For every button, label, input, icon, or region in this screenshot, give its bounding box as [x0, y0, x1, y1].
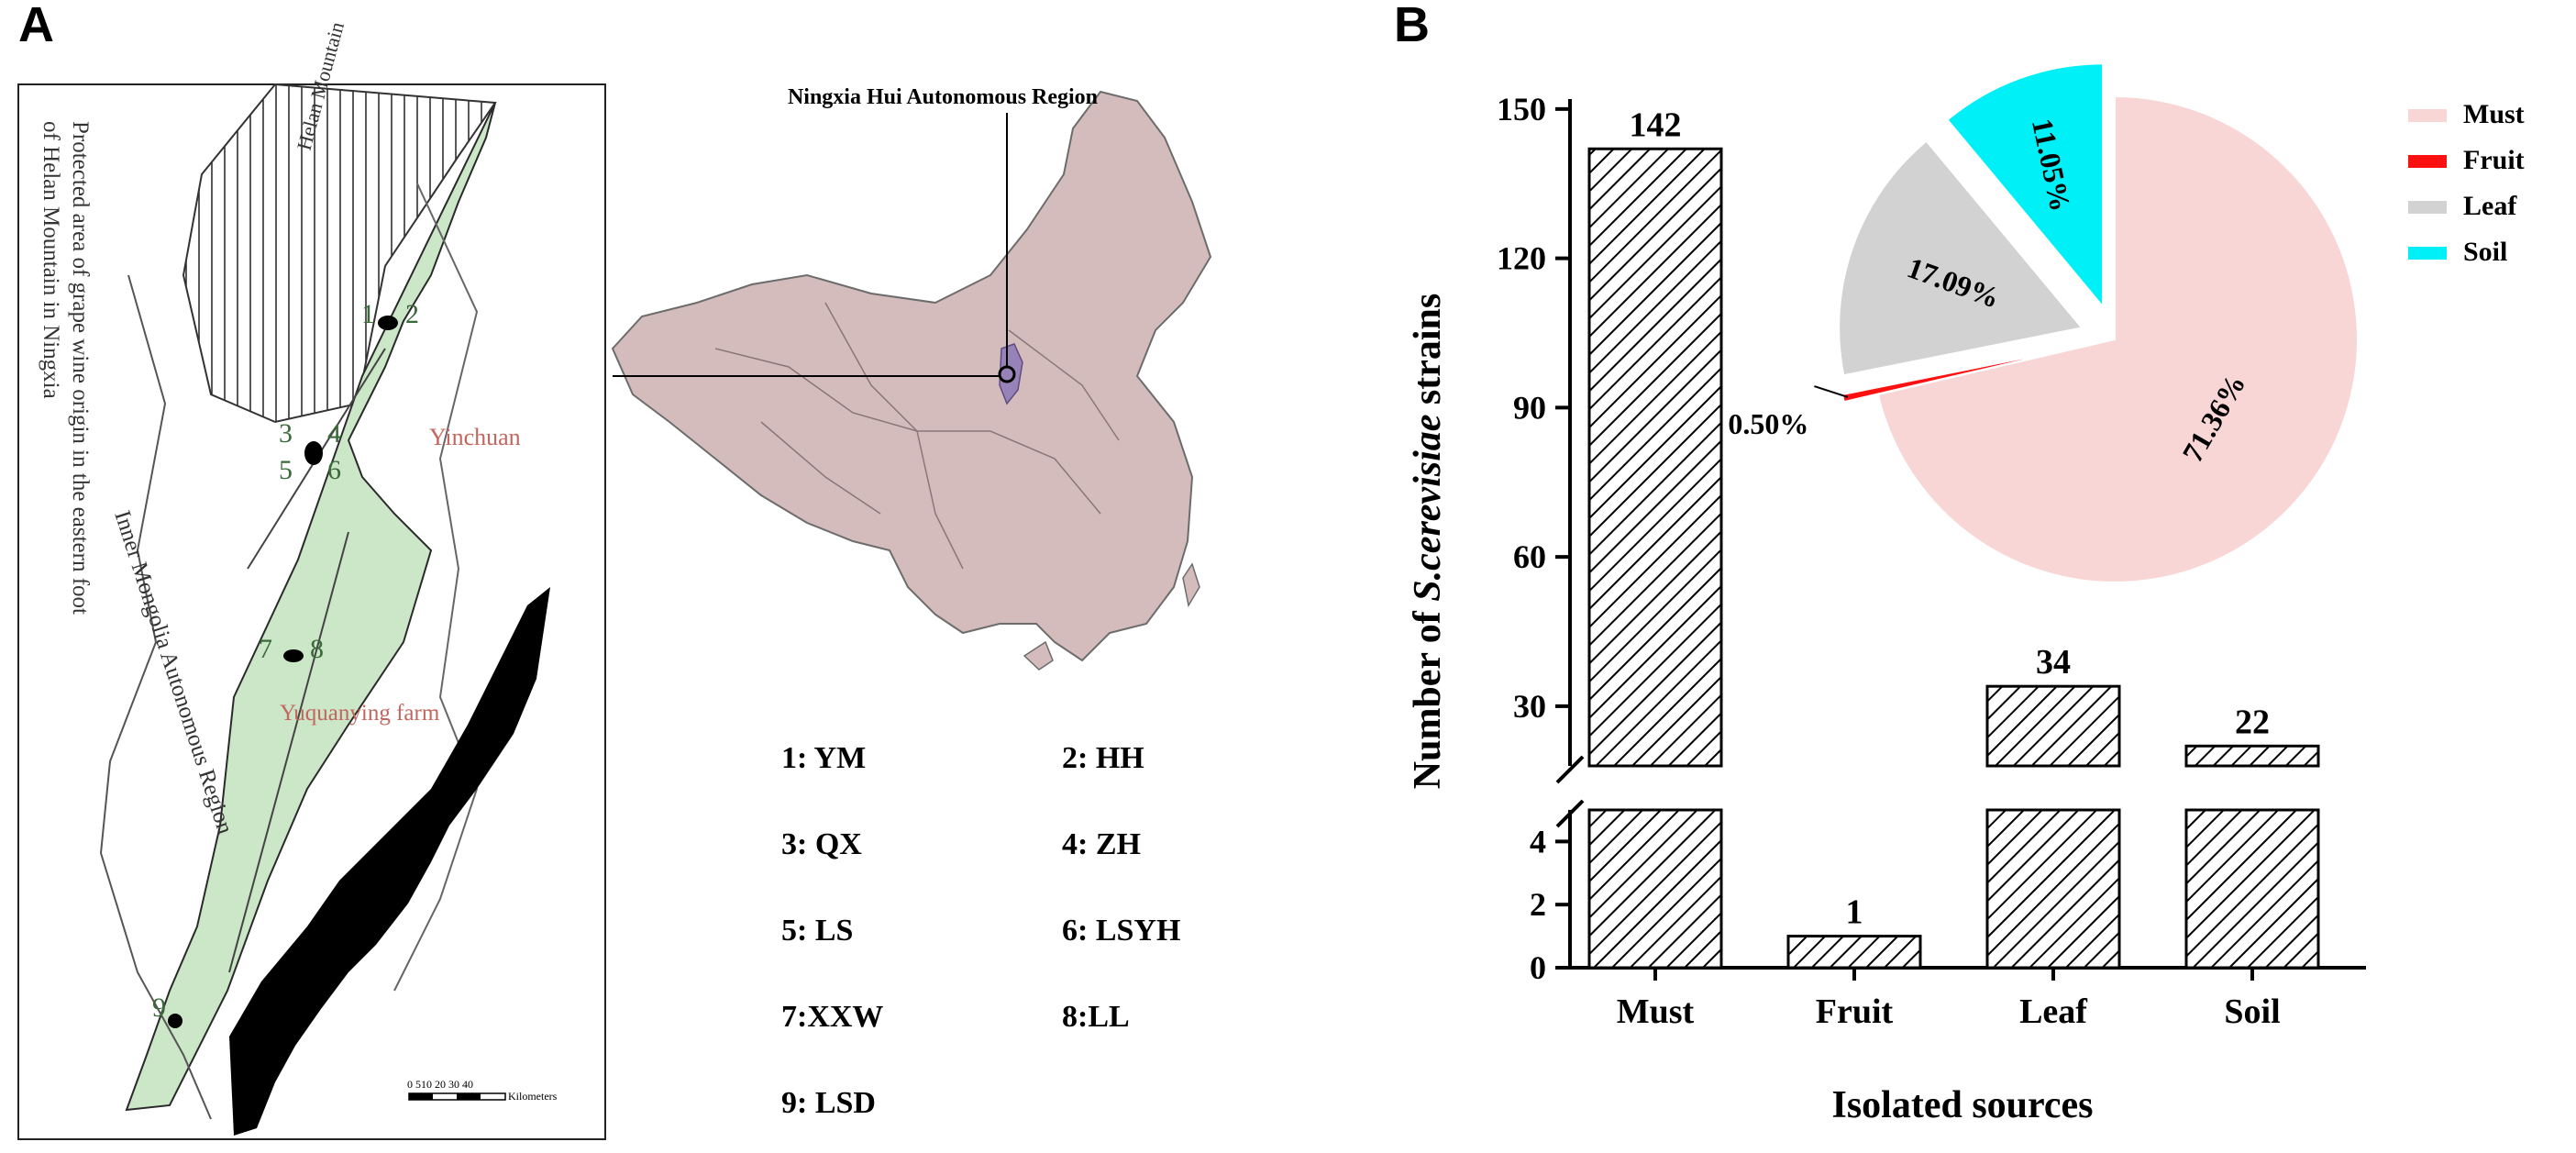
site-number: 7: [259, 634, 272, 664]
y-axis-title: Number of S.cerevisiae strains: [1407, 294, 1449, 790]
site-key-item: 4: ZH: [1062, 827, 1141, 861]
panel-b-label: B: [1394, 0, 1430, 52]
x-tick-label: Soil: [2224, 992, 2280, 1031]
site-number: 1: [361, 299, 375, 329]
bar-data-label: 22: [2235, 703, 2270, 741]
pie-leader-line: [1814, 385, 1849, 398]
site-key-item: 1: YM: [781, 741, 867, 775]
bar-chart: 30 60 90 120 150 0 2 4 142 Must 1 Fruit 34 Leaf 22 Soil…: [1407, 91, 2366, 1126]
road-line: [228, 531, 349, 973]
river: [393, 183, 479, 992]
site-key-item: 7:XXW: [781, 1000, 884, 1034]
axis-break-mark: [1555, 799, 1585, 828]
pie-slice: [1876, 94, 2359, 583]
site-marker-7-8: [283, 649, 304, 662]
site-number: 4: [327, 418, 341, 449]
axis-break-mark: [1555, 755, 1585, 784]
site-marker-1-2: [378, 316, 398, 330]
taiwan-island: [1182, 562, 1200, 608]
y-tick-label: 60: [1513, 538, 1546, 575]
x-tick-label: Fruit: [1816, 992, 1894, 1031]
helan-mountain-area: [182, 83, 497, 424]
regional-map: [17, 83, 606, 1140]
y-tick-label: 4: [1530, 823, 1546, 859]
region-border: [99, 274, 212, 1120]
bar-data-label: 1: [1846, 893, 1863, 932]
panel-a-label: A: [18, 0, 54, 52]
scale-unit: Kilometers: [508, 1090, 558, 1103]
bar-lower-segment: [1985, 808, 2121, 970]
pie-value-label: 0.50%: [1728, 407, 1808, 440]
y-tick-label: 120: [1497, 240, 1546, 277]
pie-slice: [1838, 139, 2084, 377]
legend-swatch: [2408, 155, 2447, 168]
bar: [1985, 684, 2121, 768]
legend-swatch: [2408, 247, 2447, 260]
bar-data-label: 142: [1630, 105, 1682, 144]
site-number: 2: [405, 299, 419, 329]
site-key-item: 8:LL: [1062, 1000, 1130, 1034]
site-key-item: 9: LSD: [781, 1086, 876, 1120]
bar-lower-segment: [1587, 808, 1723, 970]
legend-label: Must: [2463, 99, 2525, 129]
legend-label: Fruit: [2463, 145, 2525, 175]
ningxia-region: [999, 343, 1023, 405]
site-marker-3-6: [304, 441, 323, 465]
site-number: 3: [279, 418, 293, 449]
bar: [2184, 744, 2320, 768]
site-markers: 1 2 3 4 5 6 7 8 9: [152, 299, 419, 1028]
site-key-item: 5: LS: [781, 914, 854, 948]
site-number: 9: [152, 992, 166, 1023]
y-tick-label: 2: [1530, 886, 1546, 923]
site-key-item: 6: LSYH: [1062, 914, 1181, 948]
hainan-island: [1023, 640, 1054, 671]
site-key-item: 3: QX: [781, 827, 862, 861]
province-borders: [714, 302, 1120, 570]
scale-bar-fill: [457, 1093, 481, 1100]
bar: [1786, 935, 1922, 970]
bar-lower-segment: [2184, 808, 2320, 970]
site-number: 6: [327, 455, 341, 485]
legend-label: Soil: [2463, 237, 2507, 267]
y-tick-label: 30: [1513, 688, 1546, 725]
legend-swatch: [2408, 201, 2447, 214]
farm-label: Yuquanying farm: [280, 701, 440, 726]
site-marker-9: [168, 1014, 182, 1028]
y-tick-label: 0: [1530, 949, 1546, 986]
city-label: Yinchuan: [429, 424, 521, 450]
y-tick-label: 150: [1497, 91, 1546, 127]
scale-bar-fill: [409, 1093, 433, 1100]
scale-ticks: 0 510 20 30 40: [407, 1078, 473, 1091]
pie-slice: [1946, 62, 2105, 310]
yellow-river: [229, 587, 550, 1136]
x-tick-label: Leaf: [2019, 992, 2088, 1031]
china-map: Ningxia Hui Autonomous Region: [611, 85, 1212, 671]
bar-data-label: 34: [2036, 643, 2071, 682]
site-key-item: 2: HH: [1062, 741, 1144, 775]
x-tick-label: Must: [1617, 992, 1695, 1031]
map-title-line: of Helan Mountain in Ningxia: [39, 121, 63, 399]
y-tick-label: 90: [1513, 389, 1546, 426]
china-map-label: Ningxia Hui Autonomous Region: [788, 85, 1098, 109]
site-number: 8: [310, 634, 324, 664]
site-number: 5: [279, 455, 293, 485]
legend-swatch: [2408, 109, 2447, 122]
scale-bar: 0 510 20 30 40 Kilometers: [407, 1078, 558, 1103]
bar: [1587, 147, 1723, 768]
legend-label: Leaf: [2463, 191, 2517, 221]
map-title-line: Protected area of grape wine origin in t…: [68, 121, 93, 615]
protected-area: [125, 102, 496, 1112]
x-axis-title: Isolated sources: [1831, 1084, 2093, 1126]
